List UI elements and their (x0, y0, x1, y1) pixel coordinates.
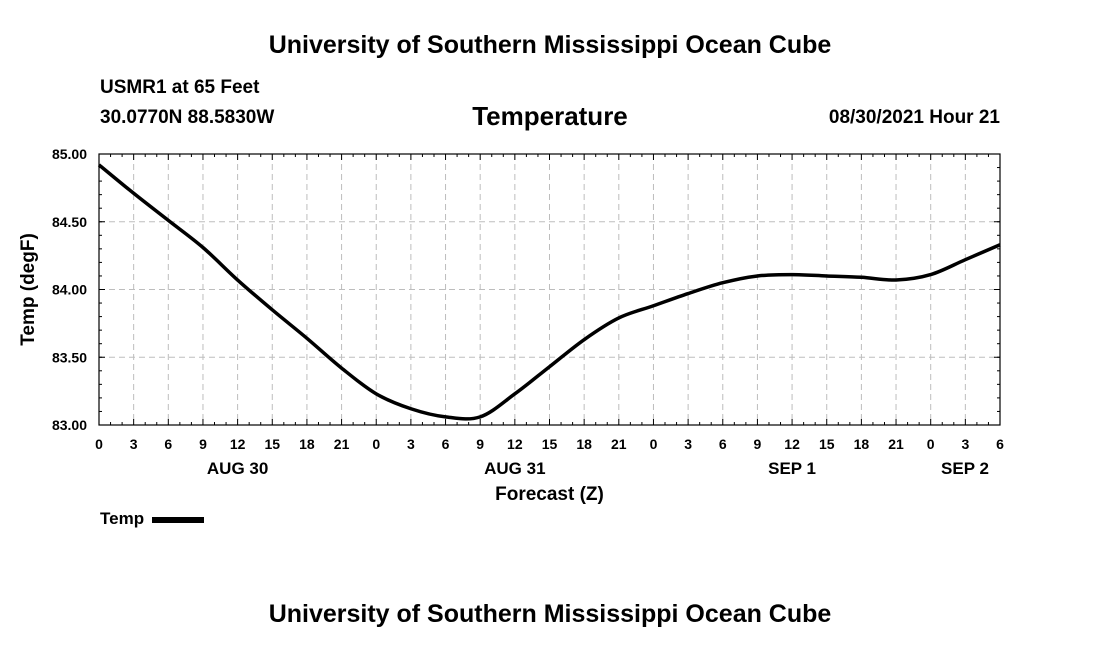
series-layer (97, 163, 1001, 421)
x-tick-label: 12 (507, 436, 523, 452)
chart-title: Temperature (472, 101, 628, 131)
x-day-label: AUG 30 (207, 459, 268, 478)
legend-swatch (152, 517, 205, 523)
plot-frame (98, 153, 1001, 426)
x-tick-label: 15 (264, 436, 280, 452)
x-tick-label: 12 (784, 436, 800, 452)
x-axis-title: Forecast (Z) (495, 484, 604, 505)
x-tick-label: 21 (611, 436, 627, 452)
station-label: USMR1 at 65 Feet (100, 77, 260, 98)
x-tick-label: 0 (650, 436, 658, 452)
page-title: University of Southern Mississippi Ocean… (268, 31, 832, 59)
x-tick-label: 18 (299, 436, 315, 452)
x-tick-label: 0 (372, 436, 380, 452)
y-tick-label: 85.00 (52, 146, 87, 162)
x-tick-label: 0 (927, 436, 935, 452)
x-tick-label: 6 (442, 436, 450, 452)
grid (99, 154, 1000, 425)
y-axis-title: Temp (degF) (18, 233, 39, 346)
legend: Temp (100, 509, 205, 529)
x-tick-label: 15 (819, 436, 835, 452)
x-day-label: AUG 31 (484, 459, 545, 478)
x-tick-label: 3 (130, 436, 138, 452)
y-tick-label: 83.00 (52, 417, 87, 433)
x-tick-label: 6 (996, 436, 1004, 452)
x-tick-label: 6 (719, 436, 727, 452)
y-tick-label: 83.50 (52, 349, 87, 365)
x-tick-label: 6 (164, 436, 172, 452)
x-day-label: SEP 2 (941, 459, 989, 478)
x-tick-label: 3 (684, 436, 692, 452)
coordinates-label: 30.0770N 88.5830W (100, 107, 275, 128)
x-tick-label: 9 (199, 436, 207, 452)
y-tick-label: 84.00 (52, 282, 87, 298)
legend-label: Temp (100, 509, 145, 528)
forecast-date-label: 08/30/2021 Hour 21 (828, 107, 1000, 128)
x-tick-label: 3 (407, 436, 415, 452)
x-tick-label: 9 (476, 436, 484, 452)
x-tick-label: 0 (95, 436, 103, 452)
x-tick-label: 3 (961, 436, 969, 452)
x-tick-label: 12 (230, 436, 246, 452)
axis-labels: 0 3 6 9 12 15 18 21 0 3 6 9 12 15 18 21 0 3 6 9 12 15 18 21 0 3 6 8… (18, 146, 1004, 505)
x-tick-label: 18 (576, 436, 592, 452)
x-tick-label: 21 (888, 436, 904, 452)
x-tick-label: 9 (754, 436, 762, 452)
x-tick-label: 21 (334, 436, 350, 452)
series-line-temp (97, 163, 1001, 421)
y-tick-label: 84.50 (52, 214, 87, 230)
x-day-label: SEP 1 (768, 459, 816, 478)
x-tick-label: 15 (542, 436, 558, 452)
footer-title: University of Southern Mississippi Ocean… (268, 600, 832, 628)
x-tick-label: 18 (854, 436, 870, 452)
axes (98, 153, 1001, 426)
